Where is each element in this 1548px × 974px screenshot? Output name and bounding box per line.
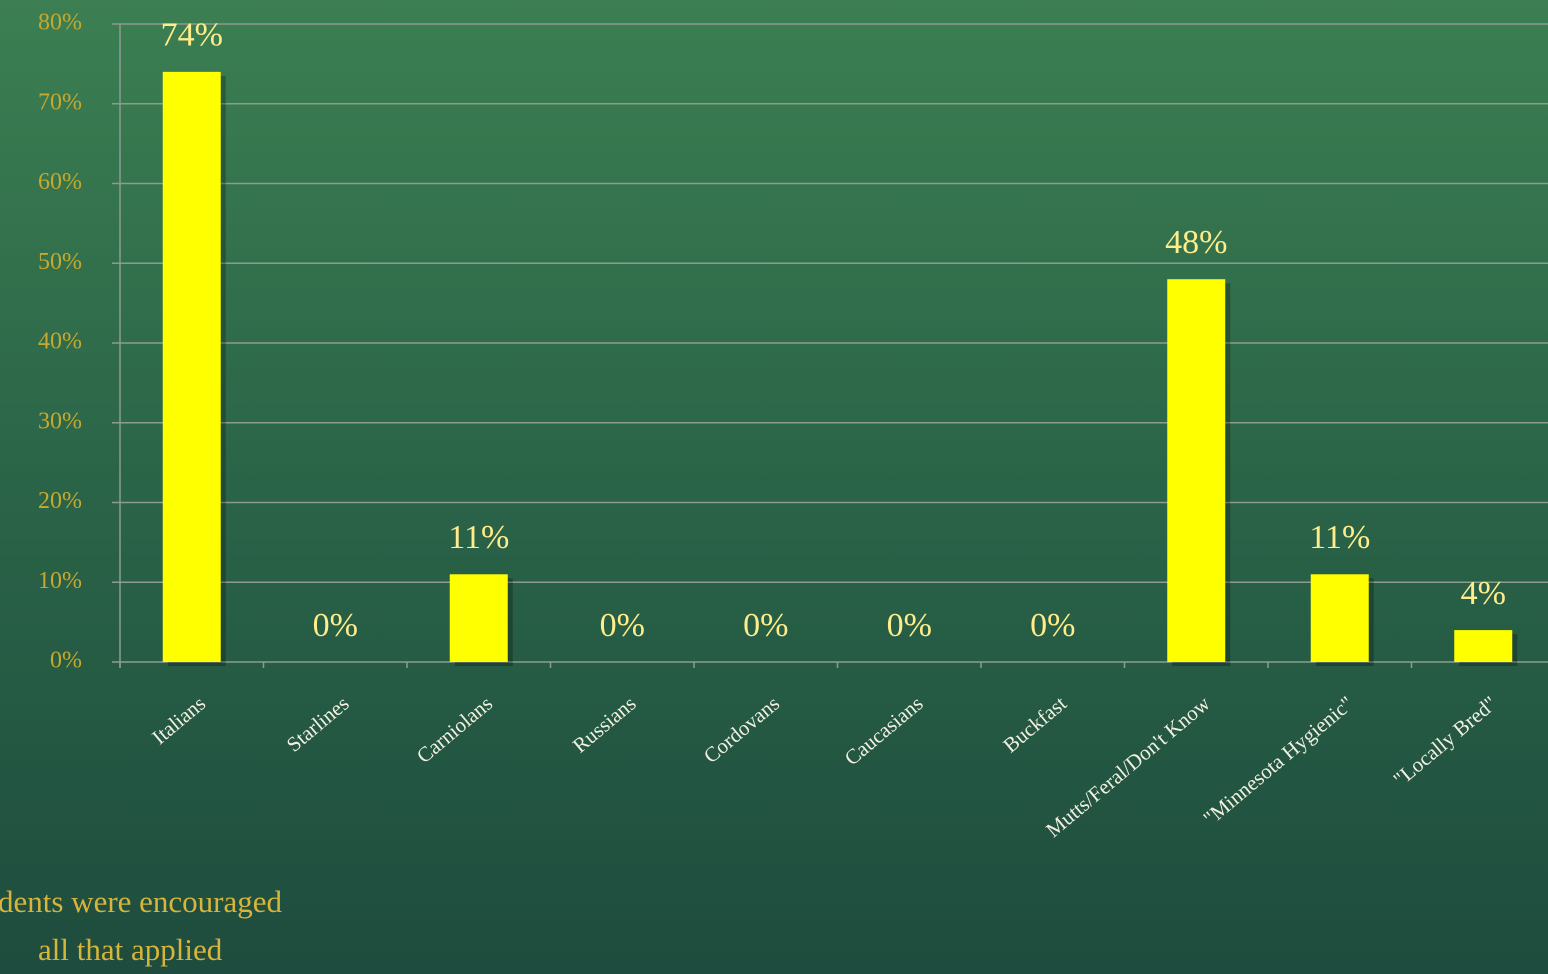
value-label: 0% bbox=[743, 607, 788, 644]
bar bbox=[1167, 279, 1226, 662]
y-tick-label: 80% bbox=[38, 10, 82, 36]
value-label: 0% bbox=[1030, 607, 1075, 644]
y-tick-label: 20% bbox=[38, 488, 82, 514]
annotation: all that applied bbox=[38, 932, 223, 967]
y-tick-label: 50% bbox=[38, 249, 82, 275]
value-label: 74% bbox=[161, 17, 223, 54]
value-label: 11% bbox=[448, 519, 509, 556]
bar bbox=[162, 71, 221, 663]
bar bbox=[449, 574, 508, 662]
value-label: 4% bbox=[1461, 575, 1506, 612]
y-tick-label: 60% bbox=[38, 169, 82, 195]
annotation: dents were encouraged bbox=[0, 884, 283, 919]
value-label: 0% bbox=[313, 607, 358, 644]
bar bbox=[1310, 574, 1369, 662]
value-label: 11% bbox=[1309, 519, 1370, 556]
y-tick-label: 70% bbox=[38, 89, 82, 115]
value-label: 0% bbox=[887, 607, 932, 644]
y-tick-label: 40% bbox=[38, 329, 82, 355]
value-label: 0% bbox=[600, 607, 645, 644]
y-tick-label: 30% bbox=[38, 408, 82, 434]
value-label: 48% bbox=[1165, 224, 1227, 261]
y-tick-label: 0% bbox=[50, 648, 82, 674]
bar bbox=[1454, 630, 1513, 662]
y-tick-label: 10% bbox=[38, 568, 82, 594]
